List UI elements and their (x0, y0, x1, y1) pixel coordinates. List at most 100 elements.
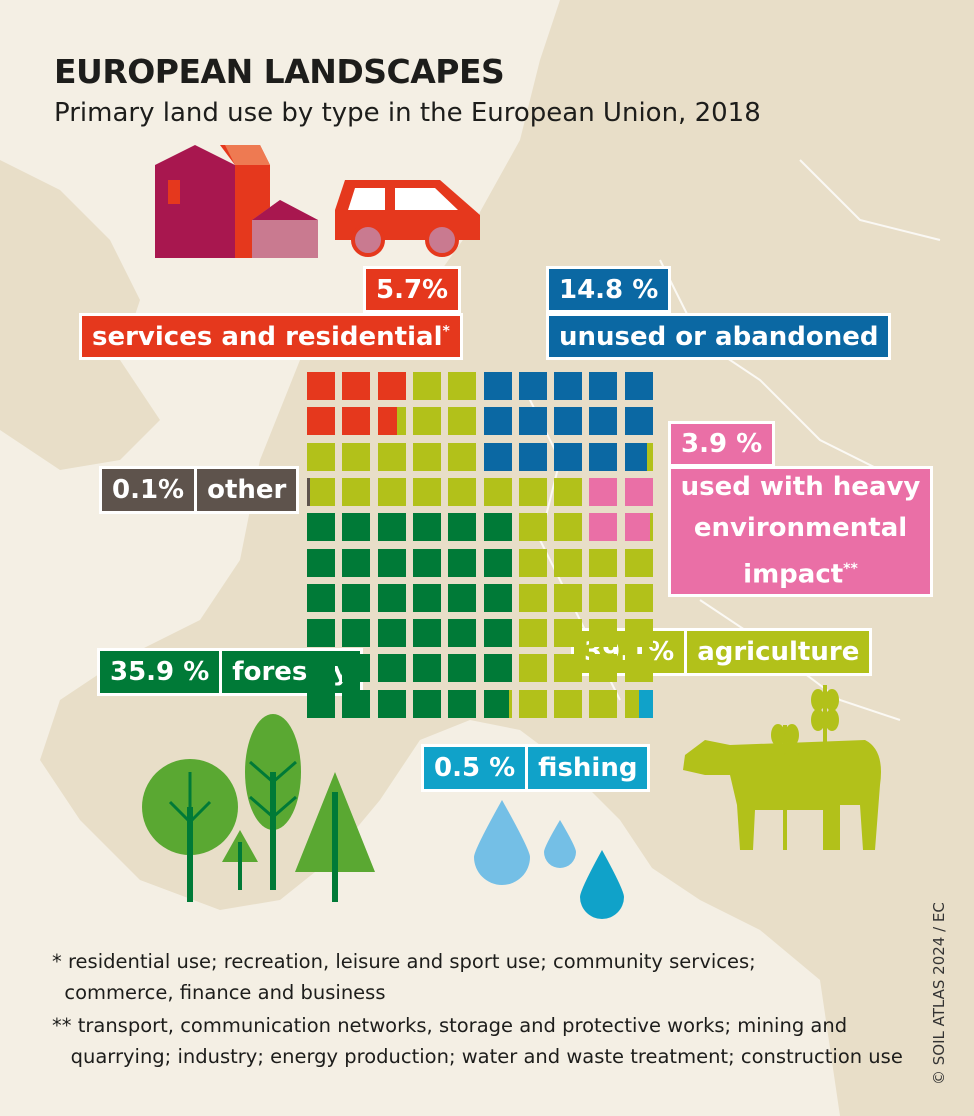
unused-label: unused or abandoned (546, 313, 892, 360)
waffle-cell-agriculture (518, 477, 547, 506)
waffle-cell-forestry (412, 583, 441, 612)
waffle-cell-agriculture (377, 407, 406, 436)
waffle-cell-agriculture (342, 442, 371, 471)
agriculture-label: 39.1% agriculture (571, 628, 873, 676)
waffle-cell-forestry (448, 583, 477, 612)
waffle-partial-unused-or-abandoned (624, 442, 648, 471)
other-label: 0.1% other (99, 466, 300, 514)
waffle-cell-agriculture (342, 477, 371, 506)
waffle-cell-forestry (483, 583, 512, 612)
waffle-cell-forestry (377, 583, 406, 612)
waffle-cell-agriculture (448, 407, 477, 436)
waffle-cell-unused-or-abandoned (518, 442, 547, 471)
fishing-label: 0.5 % fishing (421, 744, 651, 792)
waffle-cell-agriculture (624, 513, 653, 542)
waffle-cell-unused-or-abandoned (589, 372, 618, 400)
cow-wheat-icon (683, 685, 881, 850)
waffle-cell-forestry (412, 689, 441, 718)
heavy-impact-label: used with heavy environmental impact** (668, 466, 933, 597)
waffle-partial-other (307, 477, 310, 506)
waffle-cell-unused-or-abandoned (589, 407, 618, 436)
waffle-cell-forestry (412, 619, 441, 648)
credit: © SOIL ATLAS 2024 / EC (930, 902, 948, 1085)
waffle-cell-agriculture (518, 548, 547, 577)
waffle-cell-agriculture (554, 619, 583, 648)
waffle-cell-agriculture (589, 619, 618, 648)
waffle-cell-agriculture (624, 654, 653, 683)
waffle-cell-agriculture (412, 407, 441, 436)
unused-percent-label: 14.8 % (546, 266, 672, 313)
waffle-cell-agriculture (483, 477, 512, 506)
waffle-cell-agriculture (412, 477, 441, 506)
services-label: services and residential* (79, 313, 463, 360)
waffle-cell-forestry (412, 513, 441, 542)
waffle-cell-services-and-residential (342, 407, 371, 436)
waffle-cell-agriculture (518, 654, 547, 683)
waffle-cell-agriculture (554, 654, 583, 683)
subtitle: Primary land use by type in the European… (54, 98, 761, 128)
waffle-cell-forestry (412, 654, 441, 683)
waffle-cell-agriculture (624, 619, 653, 648)
waffle-cell-agriculture (554, 548, 583, 577)
car-icon (335, 180, 480, 257)
waffle-partial-forestry (483, 689, 509, 718)
waffle-cell-agriculture (448, 477, 477, 506)
waffle-cell-forestry (377, 689, 406, 718)
title: EUROPEAN LANDSCAPES (54, 52, 505, 91)
waffle-cell-forestry (412, 548, 441, 577)
waffle-partial-used-with-heavy-environmental-impact (624, 513, 650, 542)
waffle-cell-services-and-residential (307, 407, 335, 436)
waffle-cell-forestry (448, 654, 477, 683)
waffle-cell-unused-or-abandoned (483, 407, 512, 436)
waffle-cell-agriculture (589, 654, 618, 683)
footnote-1: * residential use; recreation, leisure a… (52, 950, 756, 1004)
waffle-cell-forestry (307, 548, 335, 577)
waffle-cell-unused-or-abandoned (518, 372, 547, 400)
waffle-cell-forestry (377, 548, 406, 577)
waffle-cell-agriculture (307, 477, 335, 506)
waffle-cell-unused-or-abandoned (554, 442, 583, 471)
waffle-cell-agriculture (554, 477, 583, 506)
waffle-cell-unused-or-abandoned (483, 372, 512, 400)
waffle-cell-agriculture (448, 372, 477, 400)
waffle-cell-agriculture (554, 583, 583, 612)
waffle-cell-forestry (483, 513, 512, 542)
waffle-partial-services-and-residential (377, 407, 398, 436)
waffle-cell-forestry (483, 654, 512, 683)
waffle-cell-forestry (483, 548, 512, 577)
waffle-cell-agriculture (554, 513, 583, 542)
waffle-cell-agriculture (624, 689, 653, 718)
footnote-2: ** transport, communication networks, st… (52, 1014, 903, 1068)
waffle-cell-forestry (307, 513, 335, 542)
waffle-cell-forestry (307, 583, 335, 612)
waffle-cell-services-and-residential (342, 372, 371, 400)
waffle-cell-forestry (307, 654, 335, 683)
waffle-cell-agriculture (307, 442, 335, 471)
waffle-partial-fishing (638, 689, 653, 718)
waffle-cell-forestry (448, 513, 477, 542)
waffle-cell-agriculture (554, 689, 583, 718)
waffle-cell-agriculture (624, 583, 653, 612)
services-percent-label: 5.7% (363, 266, 462, 313)
waffle-cell-unused-or-abandoned (483, 442, 512, 471)
waffle-cell-forestry (377, 513, 406, 542)
waffle-cell-forestry (342, 689, 371, 718)
waffle-cell-used-with-heavy-environmental-impact (589, 477, 618, 506)
waffle-cell-agriculture (624, 548, 653, 577)
waffle-cell-unused-or-abandoned (554, 372, 583, 400)
waffle-cell-services-and-residential (307, 372, 335, 400)
waffle-cell-forestry (377, 654, 406, 683)
waffle-cell-forestry (342, 513, 371, 542)
waffle-cell-services-and-residential (377, 372, 406, 400)
waffle-cell-agriculture (518, 583, 547, 612)
waffle-cell-agriculture (624, 442, 653, 471)
houses-icon (155, 145, 318, 258)
waffle-cell-forestry (448, 689, 477, 718)
waffle-cell-used-with-heavy-environmental-impact (589, 513, 618, 542)
waffle-cell-forestry (448, 619, 477, 648)
waffle-cell-forestry (483, 619, 512, 648)
water-drops-icon (474, 800, 624, 919)
waffle-cell-agriculture (483, 689, 512, 718)
waffle-cell-agriculture (377, 477, 406, 506)
waffle-cell-unused-or-abandoned (624, 372, 653, 400)
